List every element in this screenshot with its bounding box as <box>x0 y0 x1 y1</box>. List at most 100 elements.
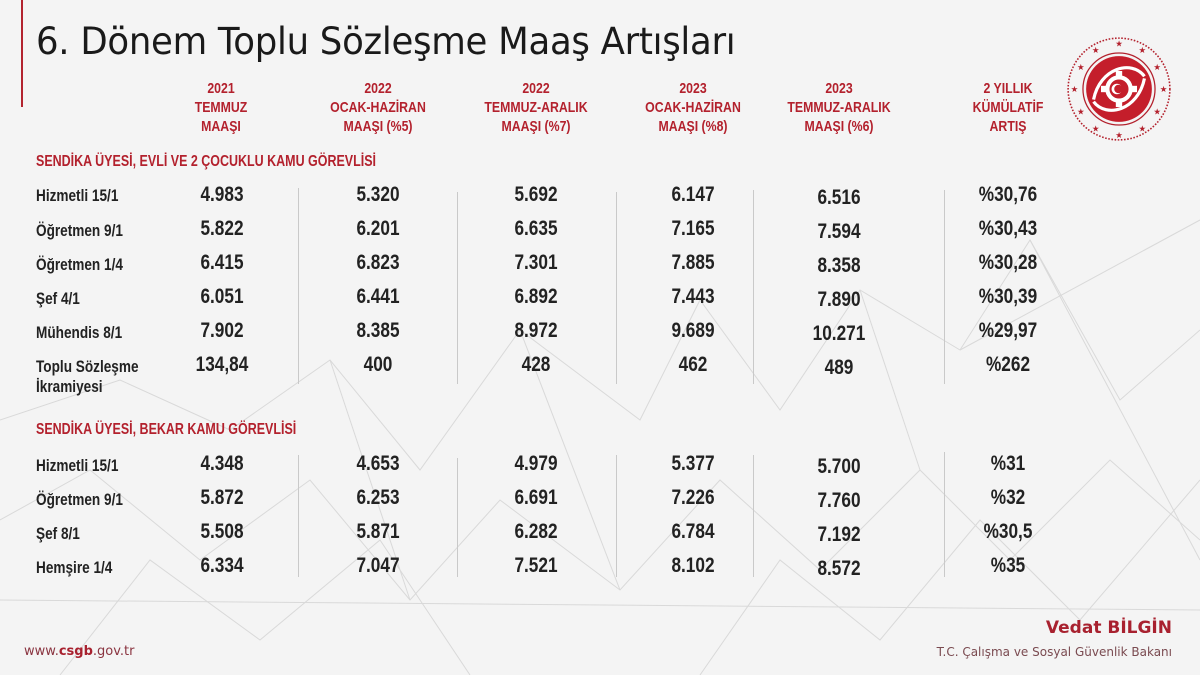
table-cell: 7.885 <box>671 251 715 274</box>
row-label: Öğretmen 9/1 <box>36 221 123 240</box>
column-header-line: TEMMUZ-ARALIK <box>787 99 891 116</box>
column-header-line: 2021 <box>207 80 235 97</box>
table-cell: %29,97 <box>978 319 1038 342</box>
table-cell: 8.385 <box>356 319 400 342</box>
signature-name: Vedat BİLGİN <box>1045 618 1172 638</box>
row-label: Şef 4/1 <box>36 289 80 308</box>
column-header-2021-temmuz: 2021 TEMMUZ MAAŞI <box>155 79 286 136</box>
table-cell: 6.892 <box>514 285 558 308</box>
svg-text:★: ★ <box>1153 106 1161 116</box>
table-cell: 6.334 <box>200 554 244 577</box>
table-cell: 7.226 <box>671 486 715 509</box>
table-cell: 4.983 <box>200 183 244 206</box>
table-cell: 428 <box>521 353 551 376</box>
title-accent-bar <box>21 0 23 107</box>
row-label: Hizmetli 15/1 <box>36 186 119 205</box>
column-header-line: ARTIŞ <box>989 118 1027 135</box>
table-cell: 7.192 <box>817 523 861 546</box>
ministry-emblem-icon: ★ ★ ★ ★ ★ ★ ★ ★ ★ ★ ★ ★ <box>1067 37 1171 141</box>
svg-text:★: ★ <box>1139 123 1147 133</box>
svg-text:★: ★ <box>1115 39 1123 49</box>
table-cell: %30,76 <box>978 183 1038 206</box>
column-divider <box>298 455 299 577</box>
website-link[interactable]: www.csgb.gov.tr <box>24 644 135 659</box>
table-cell: 8.972 <box>514 319 558 342</box>
table-cell: 7.594 <box>817 220 861 243</box>
row-label-line: İkramiyesi <box>36 377 103 396</box>
signature-title: T.C. Çalışma ve Sosyal Güvenlik Bakanı <box>936 645 1172 659</box>
table-cell: 6.282 <box>514 520 558 543</box>
table-cell: 400 <box>363 353 393 376</box>
column-divider <box>753 455 754 577</box>
column-divider <box>457 192 458 384</box>
row-label: Toplu Sözleşme İkramiyesi <box>36 357 139 397</box>
column-header-line: 2 YILLIK <box>983 80 1033 97</box>
svg-text:★: ★ <box>1092 45 1100 55</box>
table-cell: 8.572 <box>817 557 861 580</box>
table-cell: 489 <box>824 356 854 379</box>
column-header-line: 2023 <box>679 80 707 97</box>
column-header-line: TEMMUZ-ARALIK <box>484 99 588 116</box>
svg-text:★: ★ <box>1160 84 1168 94</box>
table-cell: 6.823 <box>356 251 400 274</box>
column-divider <box>298 188 299 384</box>
table-cell: 6.201 <box>356 217 400 240</box>
column-header-2023-temmuz-aralik: 2023 TEMMUZ-ARALIK MAAŞI (%6) <box>773 79 904 136</box>
table-cell: 6.441 <box>356 285 400 308</box>
column-header-line: OCAK-HAZİRAN <box>330 99 426 116</box>
table-cell: 6.051 <box>200 285 244 308</box>
table-cell: %31 <box>990 452 1026 475</box>
column-header-line: TEMMUZ <box>194 99 248 116</box>
column-divider <box>944 452 945 577</box>
table-cell: 5.822 <box>200 217 244 240</box>
table-cell: 7.165 <box>671 217 715 240</box>
table-cell: 6.147 <box>671 183 715 206</box>
table-cell: 5.871 <box>356 520 400 543</box>
section-label-married: SENDİKA ÜYESİ, EVLİ VE 2 ÇOCUKLU KAMU GÖ… <box>36 153 377 170</box>
column-divider <box>753 190 754 384</box>
table-cell: 5.320 <box>356 183 400 206</box>
table-cell: 7.301 <box>514 251 558 274</box>
table-cell: 6.784 <box>671 520 715 543</box>
column-header-line: 2022 <box>364 80 392 97</box>
column-header-line: MAAŞI (%8) <box>658 118 728 135</box>
column-header-line: OCAK-HAZİRAN <box>645 99 741 116</box>
column-divider <box>616 455 617 577</box>
table-cell: 6.635 <box>514 217 558 240</box>
row-label: Hemşire 1/4 <box>36 558 113 577</box>
row-label: Mühendis 8/1 <box>36 323 123 342</box>
table-cell: 7.443 <box>671 285 715 308</box>
column-header-cumulative: 2 YILLIK KÜMÜLATİF ARTIŞ <box>942 79 1073 136</box>
svg-text:★: ★ <box>1115 130 1123 140</box>
url-prefix: www. <box>24 644 59 659</box>
table-cell: 7.902 <box>200 319 244 342</box>
table-cell: 7.047 <box>356 554 400 577</box>
table-cell: 6.415 <box>200 251 244 274</box>
column-header-line: 2023 <box>825 80 853 97</box>
table-cell: 6.516 <box>817 186 861 209</box>
table-cell: %30,43 <box>978 217 1038 240</box>
table-cell: %32 <box>990 486 1026 509</box>
table-cell: 5.377 <box>671 452 715 475</box>
row-label: Şef 8/1 <box>36 524 80 543</box>
table-cell: 7.760 <box>817 489 861 512</box>
row-label: Öğretmen 1/4 <box>36 255 123 274</box>
table-cell: 8.358 <box>817 254 861 277</box>
section-label-single: SENDİKA ÜYESİ, BEKAR KAMU GÖREVLİSİ <box>36 421 297 438</box>
row-label-line: Toplu Sözleşme <box>36 357 139 376</box>
table-cell: 6.253 <box>356 486 400 509</box>
column-header-2023-ocak-haziran: 2023 OCAK-HAZİRAN MAAŞI (%8) <box>627 79 758 136</box>
table-cell: 4.348 <box>200 452 244 475</box>
column-divider <box>457 458 458 577</box>
column-header-line: MAAŞI <box>201 118 241 135</box>
column-divider <box>616 192 617 384</box>
table-cell: 4.979 <box>514 452 558 475</box>
column-header-2022-temmuz-aralik: 2022 TEMMUZ-ARALIK MAAŞI (%7) <box>470 79 601 136</box>
svg-text:★: ★ <box>1153 62 1161 72</box>
table-cell: %35 <box>990 554 1026 577</box>
svg-text:★: ★ <box>1139 45 1147 55</box>
table-cell: 8.102 <box>671 554 715 577</box>
table-cell: 10.271 <box>812 322 866 345</box>
table-cell: 5.872 <box>200 486 244 509</box>
table-cell: 134,84 <box>195 353 249 376</box>
